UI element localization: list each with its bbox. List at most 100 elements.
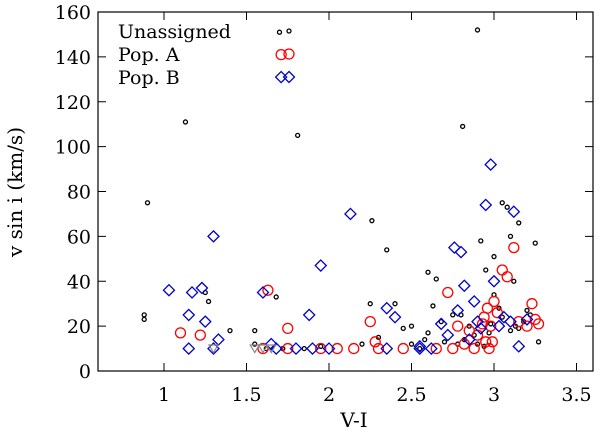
y-tick-label: 140 — [55, 47, 91, 69]
data-point-unassigned — [491, 253, 497, 260]
data-point-unassigned — [535, 339, 542, 345]
data-point-unassigned — [273, 294, 279, 300]
data-point-unassigned — [369, 218, 375, 224]
data-point-pop-a — [275, 48, 287, 61]
data-point-pop-b — [182, 342, 196, 355]
data-point-pop-b — [492, 319, 506, 333]
data-point-unassigned — [276, 29, 283, 35]
y-tick-label: 40 — [67, 271, 91, 293]
y-tick-label: 80 — [67, 182, 91, 204]
data-point-unassigned — [252, 341, 258, 347]
data-point-pop-a — [369, 336, 381, 348]
data-point-pop-b — [484, 158, 498, 171]
data-point-unassigned — [433, 276, 439, 282]
data-point-pop-b — [207, 229, 220, 243]
data-point-pop-a — [478, 311, 490, 323]
data-point-pop-a — [488, 295, 500, 308]
data-point-pop-b — [182, 308, 196, 322]
data-point-pop-b — [520, 312, 534, 326]
data-point-pop-a — [447, 342, 459, 355]
data-point-pop-b — [441, 328, 455, 342]
data-point-unassigned — [301, 345, 307, 352]
data-point-pop-b — [507, 205, 521, 219]
data-point-unassigned — [144, 200, 151, 206]
data-point-pop-b — [314, 259, 328, 272]
x-tick-label: 2 — [323, 384, 335, 406]
axes: 1 1.5 2 2.5 3 3.5 0 20 40 60 80 100 120 140 160 — [55, 2, 594, 406]
data-point-pop-a — [262, 284, 274, 296]
data-point-pop-a — [501, 271, 513, 283]
data-point-pop-b — [447, 241, 461, 255]
data-point-pop-b — [462, 333, 476, 347]
data-point-pop-a — [485, 320, 497, 332]
data-point-pop-a — [476, 318, 489, 330]
data-point-pop-a — [282, 342, 294, 355]
data-point-unassigned — [430, 303, 436, 309]
data-point-pop-b — [380, 301, 394, 315]
x-tick-label: 3 — [488, 384, 500, 406]
y-tick-label: 20 — [67, 316, 91, 338]
data-point-pop-b — [451, 303, 465, 317]
data-point-unassigned — [425, 269, 431, 275]
data-point-unassigned — [441, 339, 448, 345]
data-point-unassigned — [459, 123, 466, 130]
data-point-pop-b — [497, 310, 511, 324]
data-point-pop-b — [471, 315, 484, 329]
data-point-pop-a — [282, 322, 294, 335]
data-point-unassigned — [524, 307, 530, 314]
data-point-pop-a — [348, 342, 360, 355]
x-axis-title: V-I — [339, 408, 367, 432]
data-point-pop-b — [474, 321, 488, 335]
data-point-pop-b — [434, 317, 448, 331]
data-point-unassigned — [359, 341, 365, 347]
data-point-unassigned — [450, 312, 456, 318]
data-point-upper-limit — [257, 344, 269, 354]
data-points — [141, 27, 545, 355]
data-point-unassigned — [422, 336, 428, 343]
data-point-pop-b — [388, 310, 402, 324]
data-point-unassigned — [499, 200, 505, 206]
data-point-pop-a — [526, 298, 538, 310]
data-point-pop-a — [496, 264, 508, 276]
y-tick-label: 0 — [79, 361, 91, 383]
data-point-unassigned — [438, 318, 444, 325]
data-point-upper-limit — [249, 344, 261, 354]
data-point-unassigned — [511, 278, 517, 284]
data-point-pop-a — [372, 342, 385, 355]
data-point-pop-a — [331, 342, 343, 355]
data-point-pop-b — [454, 245, 468, 259]
data-point-pop-b — [302, 308, 316, 322]
data-point-unassigned — [478, 238, 484, 244]
data-point-unassigned — [141, 316, 147, 323]
y-axis-title: v sin i (km/s) — [3, 127, 27, 258]
data-point-unassigned — [507, 327, 514, 334]
data-point-pop-b — [380, 342, 394, 355]
data-point-pop-a — [486, 336, 499, 348]
data-point-unassigned — [507, 233, 514, 240]
data-point-unassigned — [141, 312, 147, 318]
y-tick-label: 120 — [55, 92, 91, 114]
data-point-pop-a — [452, 320, 464, 332]
data-point-pop-a — [480, 336, 492, 348]
data-point-unassigned — [504, 204, 510, 210]
legend-label: Unassigned — [118, 21, 231, 43]
data-point-unassigned — [483, 267, 489, 273]
data-point-pop-b — [413, 342, 427, 355]
data-point-pop-b — [185, 286, 199, 299]
data-point-pop-a — [174, 327, 187, 339]
data-point-unassigned — [252, 327, 258, 334]
data-point-pop-b — [457, 279, 471, 293]
data-point-pop-a — [397, 342, 409, 355]
data-point-pop-a — [521, 320, 533, 332]
data-point-unassigned — [425, 330, 431, 336]
x-tick-label: 2.5 — [396, 384, 426, 406]
data-point-pop-b — [424, 342, 438, 355]
data-point-pop-b — [306, 342, 319, 355]
y-tick-label: 60 — [67, 226, 91, 248]
data-point-pop-b — [256, 286, 270, 299]
data-point-unassigned — [417, 345, 423, 352]
data-point-unassigned — [294, 132, 301, 139]
data-point-pop-b — [467, 295, 481, 308]
data-point-pop-b — [487, 274, 501, 288]
